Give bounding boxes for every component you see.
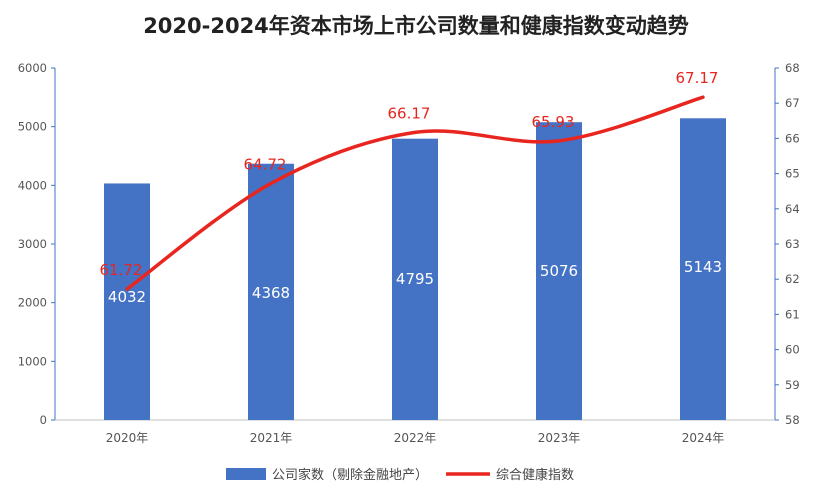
legend-bar-label: 公司家数（剔除金融地产）: [272, 467, 428, 483]
x-tick-label: 2020年: [106, 431, 149, 445]
line-series: [125, 95, 705, 291]
bar-data-label: 5076: [540, 262, 578, 280]
y-right-tick-label: 65: [785, 167, 800, 181]
line-data-label: 61.72: [100, 261, 143, 279]
bar: [680, 118, 726, 420]
y-right-tick-label: 68: [785, 61, 800, 75]
legend-line-label: 综合健康指数: [496, 467, 574, 483]
y-left-tick-label: 2000: [18, 296, 47, 310]
bar-data-label: 4795: [396, 270, 434, 288]
bar-data-label: 5143: [684, 258, 722, 276]
y-right-tick-label: 63: [785, 237, 800, 251]
chart-title: 2020-2024年资本市场上市公司数量和健康指数变动趋势: [143, 14, 689, 38]
y-right-tick-label: 61: [785, 307, 800, 321]
y-left-tick-label: 4000: [18, 178, 47, 192]
y-right-tick-label: 66: [785, 131, 800, 145]
bar: [248, 163, 294, 420]
y-left-tick-label: 0: [40, 413, 47, 427]
y-right-tick-label: 62: [785, 272, 800, 286]
y-right-tick-label: 60: [785, 343, 800, 357]
line-data-label: 67.17: [676, 69, 719, 87]
bar: [392, 138, 438, 420]
legend: 公司家数（剔除金融地产） 综合健康指数: [226, 467, 574, 483]
line-data-label: 65.93: [532, 113, 575, 131]
bar: [536, 122, 582, 420]
y-left-tick-label: 1000: [18, 354, 47, 368]
legend-bar-swatch: [226, 468, 266, 480]
y-left-tick-label: 5000: [18, 120, 47, 134]
bar-data-label: 4032: [108, 288, 146, 306]
y-right-tick-label: 64: [785, 202, 800, 216]
x-tick-label: 2023年: [538, 431, 581, 445]
y-left-tick-label: 3000: [18, 237, 47, 251]
bar-data-label: 4368: [252, 284, 290, 302]
plot-area: 0 1000 2000 3000 4000 5000 6000 58 59 60 61 62 63 64 6…: [18, 61, 800, 445]
y-right-tick-label: 58: [785, 413, 800, 427]
x-tick-label: 2024年: [682, 431, 725, 445]
line-data-label: 66.17: [388, 104, 431, 122]
bar: [104, 183, 150, 420]
y-left-tick-label: 6000: [18, 61, 47, 75]
y-right-tick-label: 59: [785, 378, 800, 392]
x-tick-label: 2021年: [250, 431, 293, 445]
y-right-tick-label: 67: [785, 96, 800, 110]
x-tick-label: 2022年: [394, 431, 437, 445]
line-data-label: 64.72: [244, 155, 287, 173]
